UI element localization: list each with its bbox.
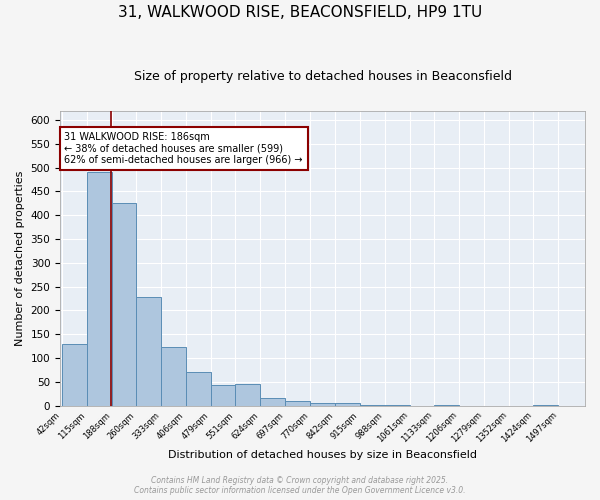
Bar — [235, 384, 260, 406]
X-axis label: Distribution of detached houses by size in Beaconsfield: Distribution of detached houses by size … — [168, 450, 477, 460]
Bar — [186, 372, 211, 406]
Bar — [211, 385, 235, 406]
Bar — [434, 404, 459, 406]
Bar — [335, 403, 360, 406]
Text: 31, WALKWOOD RISE, BEACONSFIELD, HP9 1TU: 31, WALKWOOD RISE, BEACONSFIELD, HP9 1TU — [118, 5, 482, 20]
Bar — [161, 346, 186, 406]
Bar — [310, 403, 335, 406]
Bar — [385, 404, 410, 406]
Title: Size of property relative to detached houses in Beaconsfield: Size of property relative to detached ho… — [134, 70, 512, 83]
Y-axis label: Number of detached properties: Number of detached properties — [15, 170, 25, 346]
Bar — [86, 172, 112, 406]
Bar — [533, 404, 559, 406]
Bar — [136, 297, 161, 406]
Bar — [360, 404, 385, 406]
Bar — [62, 344, 86, 406]
Text: Contains HM Land Registry data © Crown copyright and database right 2025.
Contai: Contains HM Land Registry data © Crown c… — [134, 476, 466, 495]
Text: 31 WALKWOOD RISE: 186sqm
← 38% of detached houses are smaller (599)
62% of semi-: 31 WALKWOOD RISE: 186sqm ← 38% of detach… — [64, 132, 303, 165]
Bar — [260, 398, 286, 406]
Bar — [286, 401, 310, 406]
Bar — [112, 204, 136, 406]
